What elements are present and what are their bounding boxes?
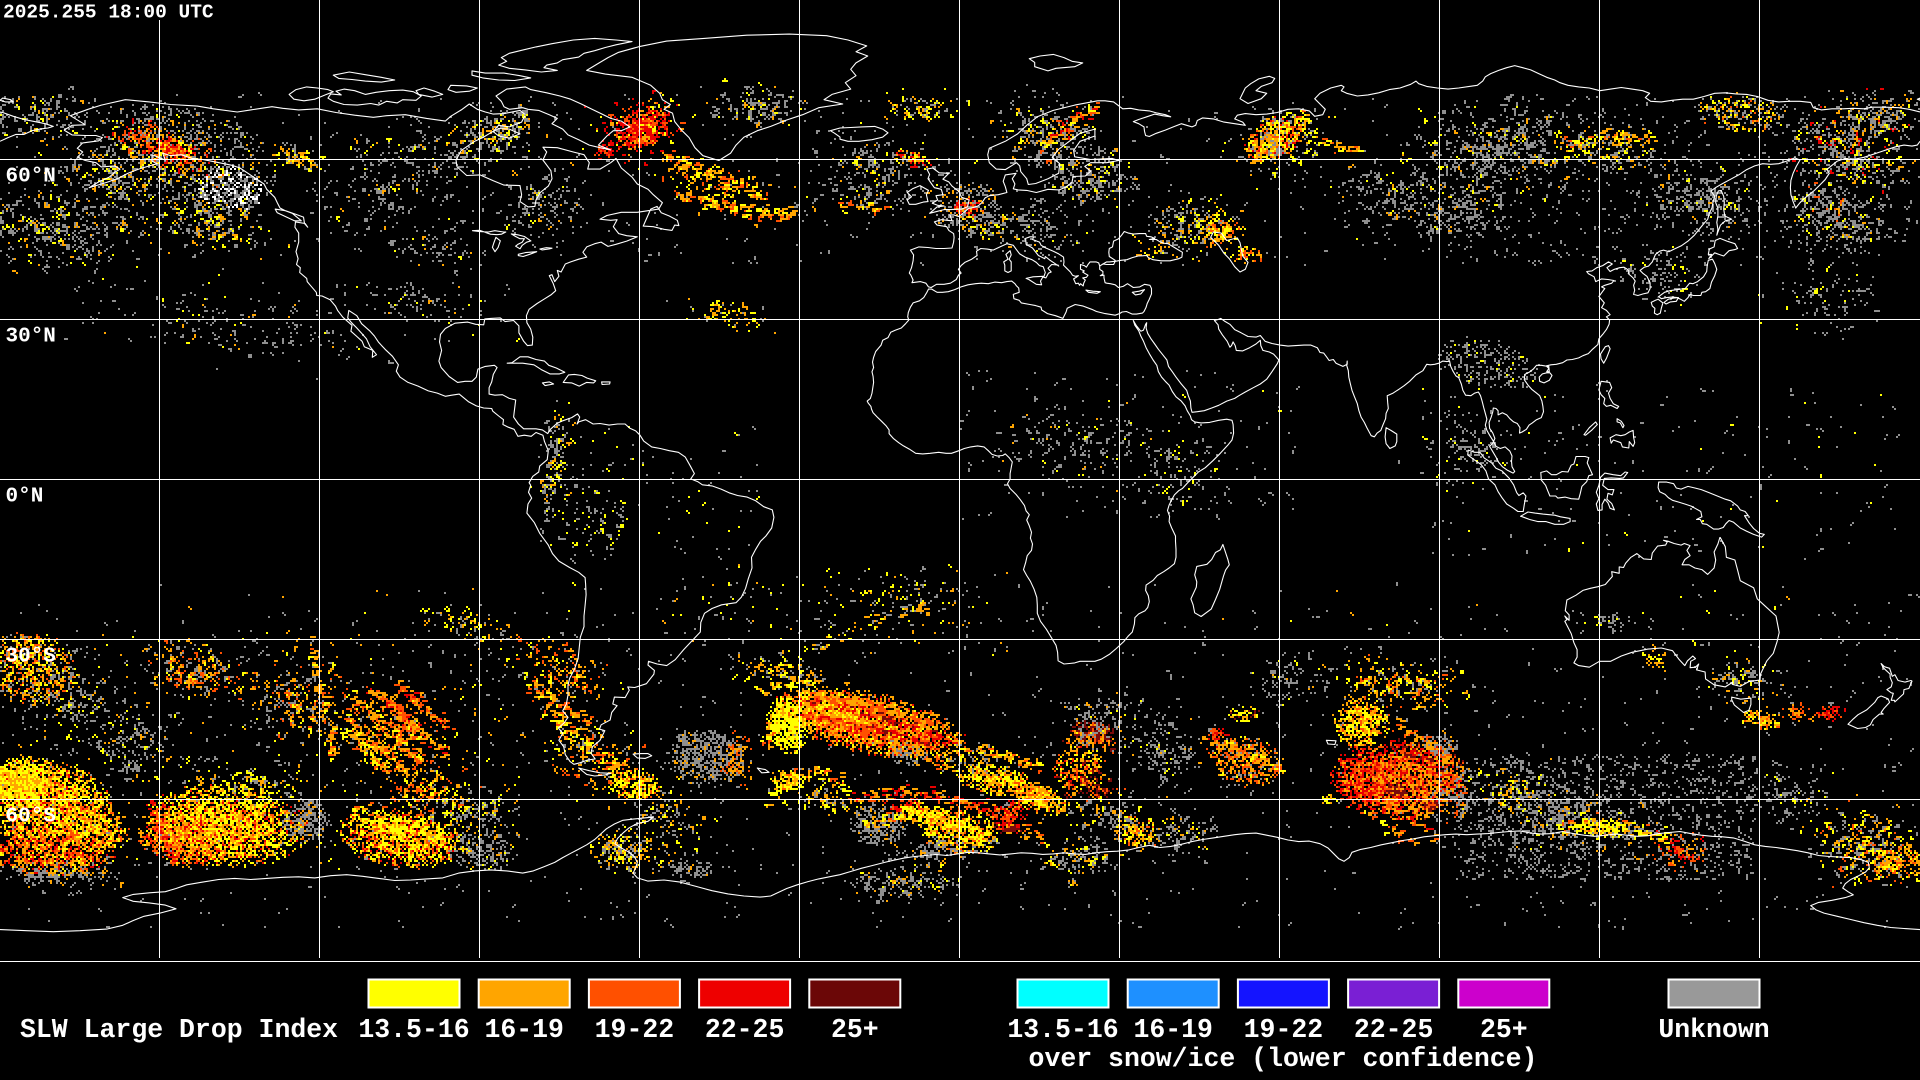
- svg-text:19-22: 19-22: [595, 1015, 675, 1045]
- svg-text:60°N: 60°N: [6, 166, 56, 189]
- svg-text:22-25: 22-25: [705, 1015, 785, 1045]
- svg-text:19-22: 19-22: [1244, 1015, 1324, 1045]
- svg-text:30°N: 30°N: [6, 326, 56, 349]
- svg-text:Unknown: Unknown: [1658, 1015, 1769, 1045]
- svg-text:25+: 25+: [1480, 1015, 1528, 1045]
- svg-text:13.5-16: 13.5-16: [358, 1015, 469, 1045]
- svg-text:SLW Large Drop Index: SLW Large Drop Index: [20, 1015, 338, 1045]
- svg-text:0°N: 0°N: [6, 486, 44, 509]
- svg-text:13.5-16: 13.5-16: [1007, 1015, 1118, 1045]
- svg-text:over snow/ice (lower confidenc: over snow/ice (lower confidence): [1029, 1044, 1538, 1074]
- svg-text:60°S: 60°S: [6, 806, 56, 829]
- svg-text:2025.255 18:00 UTC: 2025.255 18:00 UTC: [3, 2, 214, 24]
- svg-text:22-25: 22-25: [1354, 1015, 1434, 1045]
- svg-text:25+: 25+: [831, 1015, 879, 1045]
- svg-text:16-19: 16-19: [484, 1015, 564, 1045]
- svg-text:30°S: 30°S: [6, 646, 56, 669]
- svg-text:16-19: 16-19: [1133, 1015, 1213, 1045]
